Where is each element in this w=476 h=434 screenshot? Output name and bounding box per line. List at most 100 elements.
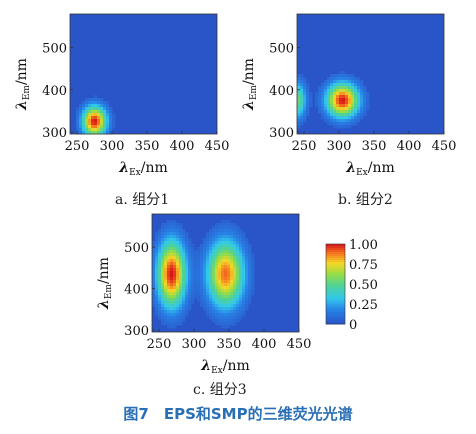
heatmap-cell-c (182, 247, 186, 251)
heatmap-cell-b (336, 125, 340, 129)
colorbar-segment (326, 288, 345, 291)
heatmap-cell-a (88, 98, 92, 102)
heatmap-cell-c (167, 250, 171, 254)
heatmap-cell-c (212, 310, 216, 314)
colorbar-segment (326, 268, 345, 271)
colorbar-segment (326, 264, 345, 267)
heatmap-cell-c (251, 265, 255, 269)
heatmap-cell-b (333, 92, 337, 96)
heatmap-cell-c (182, 295, 186, 299)
colorbar-segment (326, 298, 345, 301)
heatmap-cell-b (357, 110, 361, 114)
heatmap-cell-b (336, 98, 340, 102)
heatmap-cell-c (200, 262, 204, 266)
heatmap-cell-c (245, 286, 249, 290)
heatmap-cell-c (227, 310, 231, 314)
heatmap-cell-c (251, 286, 255, 290)
heatmap-cell-c (167, 319, 171, 323)
heatmap-cell-c (233, 298, 237, 302)
heatmap-cell-b (342, 80, 346, 84)
heatmap-cell-c (161, 226, 165, 230)
heatmap-cell-c (224, 286, 228, 290)
heatmap-cell-c (236, 268, 240, 272)
heatmap-cell-c (161, 247, 165, 251)
heatmap-cell-b (327, 86, 331, 90)
heatmap-cell-c (152, 268, 156, 272)
heatmap-cell-b (345, 110, 349, 114)
heatmap-cell-b (303, 92, 307, 96)
heatmap-cell-c (218, 286, 222, 290)
heatmap-cell-c (179, 250, 183, 254)
heatmap-cell-b (363, 110, 367, 114)
heatmap-cell-b (330, 86, 334, 90)
heatmap-cell-c (236, 262, 240, 266)
heatmap-cell-c (203, 253, 207, 257)
heatmap-cell-b (345, 116, 349, 120)
heatmap-cell-b (330, 101, 334, 105)
heatmap-cell-a (79, 119, 83, 123)
heatmap-cell-c (215, 319, 219, 323)
heatmap-cell-b (300, 119, 304, 123)
heatmap-cell-a (94, 110, 98, 114)
heatmap-cell-c (239, 277, 243, 281)
heatmap-cell-b (357, 104, 361, 108)
heatmap-cell-c (227, 259, 231, 263)
heatmap-cell-c (164, 256, 168, 260)
heatmap-cell-b (363, 86, 367, 90)
heatmap-cell-c (164, 262, 168, 266)
heatmap-cell-c (251, 253, 255, 257)
heatmap-cell-c (182, 250, 186, 254)
heatmap-cell-c (188, 289, 192, 293)
heatmap-cell-b (318, 89, 322, 93)
heatmap-cell-c (173, 295, 177, 299)
heatmap-cell-c (236, 289, 240, 293)
heatmap-cell-c (215, 316, 219, 320)
heatmap-cell-c (212, 271, 216, 275)
heatmap-cell-c (194, 265, 198, 269)
colorbar-segment (326, 250, 345, 253)
heatmap-cell-b (354, 80, 358, 84)
heatmap-cell-c (212, 280, 216, 284)
heatmap-cell-c (230, 232, 234, 236)
heatmap-cell-c (209, 229, 213, 233)
heatmap-cell-b (342, 89, 346, 93)
heatmap-cell-a (85, 104, 89, 108)
heatmap-cell-a (100, 119, 104, 123)
heatmap-cell-c (182, 235, 186, 239)
x-tick-label-a: 300 (100, 139, 125, 154)
heatmap-cell-c (173, 253, 177, 257)
heatmap-cell-b (306, 104, 310, 108)
heatmap-cell-b (330, 116, 334, 120)
heatmap-cell-b (318, 98, 322, 102)
heatmap-cell-b (363, 107, 367, 111)
heatmap-cell-c (188, 307, 192, 311)
heatmap-cell-c (158, 271, 162, 275)
heatmap-cell-c (242, 232, 246, 236)
heatmap-cell-c (173, 238, 177, 242)
heatmap-cell-c (179, 274, 183, 278)
colorbar-tick-label: 0 (349, 318, 357, 333)
heatmap-cell-c (203, 247, 207, 251)
heatmap-cell-c (161, 253, 165, 257)
heatmap-cell-c (155, 295, 159, 299)
heatmap-cell-b (366, 92, 370, 96)
heatmap-cell-c (230, 223, 234, 227)
heatmap-cell-c (152, 298, 156, 302)
heatmap-cell-c (236, 277, 240, 281)
heatmap-cell-b (345, 122, 349, 126)
heatmap-cell-c (245, 289, 249, 293)
heatmap-cell-c (194, 295, 198, 299)
heatmap-cell-c (179, 262, 183, 266)
heatmap-cell-b (357, 95, 361, 99)
heatmap-cell-c (167, 280, 171, 284)
heatmap-cell-c (209, 244, 213, 248)
heatmap-cell-c (164, 268, 168, 272)
heatmap-cell-c (236, 310, 240, 314)
heatmap-cell-b (333, 98, 337, 102)
heatmap-cell-c (170, 286, 174, 290)
heatmap-cell-a (85, 101, 89, 105)
heatmap-cell-c (218, 247, 222, 251)
heatmap-cell-c (170, 253, 174, 257)
heatmap-cell-c (161, 268, 165, 272)
colorbar-segment (326, 322, 345, 325)
